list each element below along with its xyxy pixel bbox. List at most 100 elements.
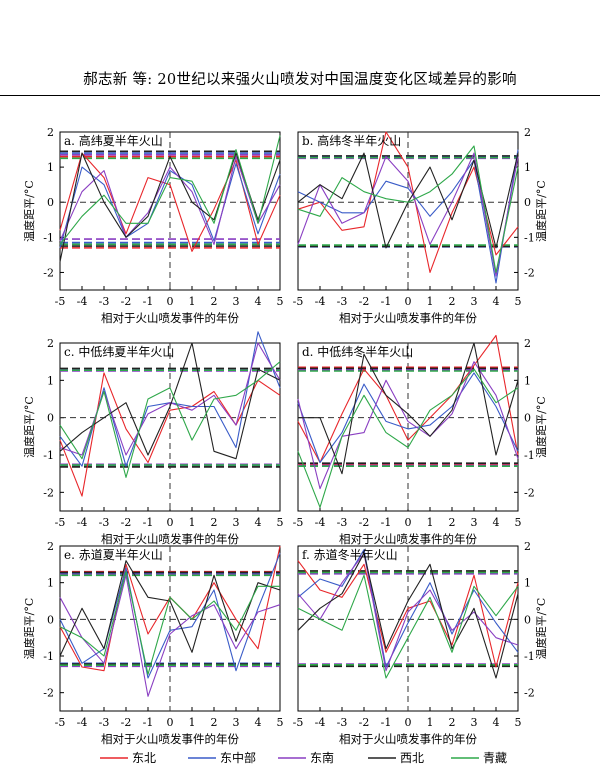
- x-tick-label: 0: [167, 516, 174, 529]
- series-line: [59, 553, 281, 679]
- x-tick-label: -4: [315, 516, 326, 529]
- y-tick-label: 2: [524, 540, 531, 553]
- series-line: [59, 135, 281, 245]
- panel-c: -2 -1 0 1 2 温度距平/°C -5 -4 -3 -2 -1 0 1 2 3 4 5 相对于火山喷发事件的…: [22, 331, 284, 546]
- panel-title: d. 中低纬冬半年火山: [302, 344, 413, 359]
- y-tick-label: -2: [43, 266, 54, 279]
- x-tick-label: -3: [99, 716, 110, 729]
- x-tick-label: -1: [381, 295, 392, 308]
- x-tick-label: 3: [233, 295, 240, 308]
- page-header-title: 郝志新 等: 20世纪以来强火山喷发对中国温度变化区域差异的影响: [83, 72, 517, 88]
- series-line: [59, 571, 280, 675]
- y-tick-label: -2: [43, 486, 54, 499]
- panel-title: f. 赤道冬半年火山: [302, 547, 398, 562]
- panels-layer: -2 -1 0 1 2 温度距平/°C -5 -4 -3 -2 -1 0 1 2 3 4 5 相对于火山喷发事件的…: [22, 126, 548, 746]
- y-tick-label: -1: [524, 650, 535, 663]
- y-tick-label: -2: [524, 687, 535, 700]
- series-line: [59, 574, 281, 697]
- y-axis-label: 温度距平/°C: [534, 598, 548, 660]
- y-tick-label: -1: [43, 449, 54, 462]
- y-tick-label: -1: [43, 650, 54, 663]
- x-tick-label: 3: [471, 716, 478, 729]
- y-tick-label: 1: [524, 374, 531, 387]
- y-axis-label: 温度距平/°C: [22, 598, 36, 660]
- x-tick-label: 0: [167, 716, 174, 729]
- panel-d: -2 -1 0 1 2 温度距平/°C -5 -4 -3 -2 -1 0 1 2 3 4 5 相对于火山喷发事件的…: [293, 334, 548, 546]
- y-tick-label: 0: [47, 613, 54, 626]
- panel-f: -2 -1 0 1 2 温度距平/°C -5 -4 -3 -2 -1 0 1 2 3 4 5 相对于火山喷发事件的…: [293, 540, 548, 746]
- x-tick-label: 0: [405, 516, 412, 529]
- x-tick-label: 0: [405, 716, 412, 729]
- x-tick-label: 4: [493, 295, 500, 308]
- x-tick-label: 1: [427, 516, 434, 529]
- series-line: [297, 152, 519, 277]
- y-axis-label: 温度距平/°C: [22, 396, 36, 458]
- series-line: [297, 149, 519, 284]
- y-axis-label: 温度距平/°C: [22, 180, 36, 242]
- y-tick-label: 2: [524, 337, 531, 350]
- panel-title: b. 高纬冬半年火山: [302, 133, 401, 148]
- y-axis-label: 温度距平/°C: [534, 180, 548, 242]
- x-tick-label: -5: [293, 295, 304, 308]
- x-tick-label: -5: [293, 516, 304, 529]
- x-tick-label: -3: [99, 516, 110, 529]
- series-line: [297, 552, 519, 679]
- panel-title: c. 中低纬夏半年火山: [64, 344, 174, 359]
- x-axis-label: 相对于火山喷发事件的年份: [339, 532, 477, 546]
- y-tick-label: 0: [524, 196, 531, 209]
- x-tick-label: 3: [471, 295, 478, 308]
- legend-label: 青藏: [483, 751, 507, 765]
- x-tick-label: 4: [255, 716, 262, 729]
- x-tick-label: -2: [121, 516, 132, 529]
- legend-label: 东南: [310, 750, 334, 765]
- x-tick-label: 4: [255, 295, 262, 308]
- x-tick-label: -4: [77, 295, 88, 308]
- x-tick-label: -3: [337, 516, 348, 529]
- y-tick-label: 2: [47, 126, 54, 139]
- header-rule: [0, 95, 600, 96]
- y-tick-label: -2: [524, 486, 535, 499]
- panel-title: e. 赤道夏半年火山: [64, 548, 163, 562]
- series-line: [297, 334, 519, 464]
- x-tick-label: -2: [359, 295, 370, 308]
- y-tick-label: 1: [524, 577, 531, 590]
- x-tick-label: 1: [427, 295, 434, 308]
- x-tick-label: -1: [143, 516, 154, 529]
- x-tick-label: -3: [337, 716, 348, 729]
- series-line: [297, 372, 519, 464]
- x-tick-label: -2: [359, 516, 370, 529]
- y-tick-label: 2: [47, 337, 54, 350]
- y-tick-label: 1: [524, 161, 531, 174]
- x-tick-label: -4: [77, 716, 88, 729]
- x-tick-label: 3: [233, 716, 240, 729]
- y-tick-label: 0: [47, 412, 54, 425]
- x-tick-label: -5: [55, 516, 66, 529]
- x-tick-label: 5: [515, 516, 522, 529]
- panel-title: a. 高纬夏半年火山: [64, 133, 163, 148]
- y-tick-label: -2: [43, 687, 54, 700]
- x-axis-label: 相对于火山喷发事件的年份: [101, 732, 239, 746]
- x-tick-label: -2: [359, 716, 370, 729]
- x-tick-label: -1: [381, 716, 392, 729]
- x-tick-label: -1: [143, 716, 154, 729]
- x-tick-label: 3: [233, 516, 240, 529]
- x-tick-label: 0: [405, 295, 412, 308]
- series-line: [59, 361, 281, 478]
- x-tick-label: 5: [277, 516, 284, 529]
- x-tick-label: 2: [211, 516, 218, 529]
- x-tick-label: 5: [277, 295, 284, 308]
- y-tick-label: 2: [524, 126, 531, 139]
- y-tick-label: -2: [524, 266, 535, 279]
- x-tick-label: -2: [121, 295, 132, 308]
- x-tick-label: -5: [293, 716, 304, 729]
- x-tick-label: 2: [449, 716, 456, 729]
- legend-label: 西北: [400, 751, 424, 765]
- x-tick-label: 2: [211, 295, 218, 308]
- y-tick-label: 1: [47, 577, 54, 590]
- series-line: [297, 552, 519, 672]
- x-tick-label: 1: [189, 516, 196, 529]
- x-tick-label: 1: [427, 716, 434, 729]
- x-tick-label: 5: [515, 295, 522, 308]
- panel-b: -2 -1 0 1 2 温度距平/°C -5 -4 -3 -2 -1 0 1 2 3 4 5 相对于火山喷发事件的…: [293, 126, 548, 325]
- series-line: [59, 156, 281, 245]
